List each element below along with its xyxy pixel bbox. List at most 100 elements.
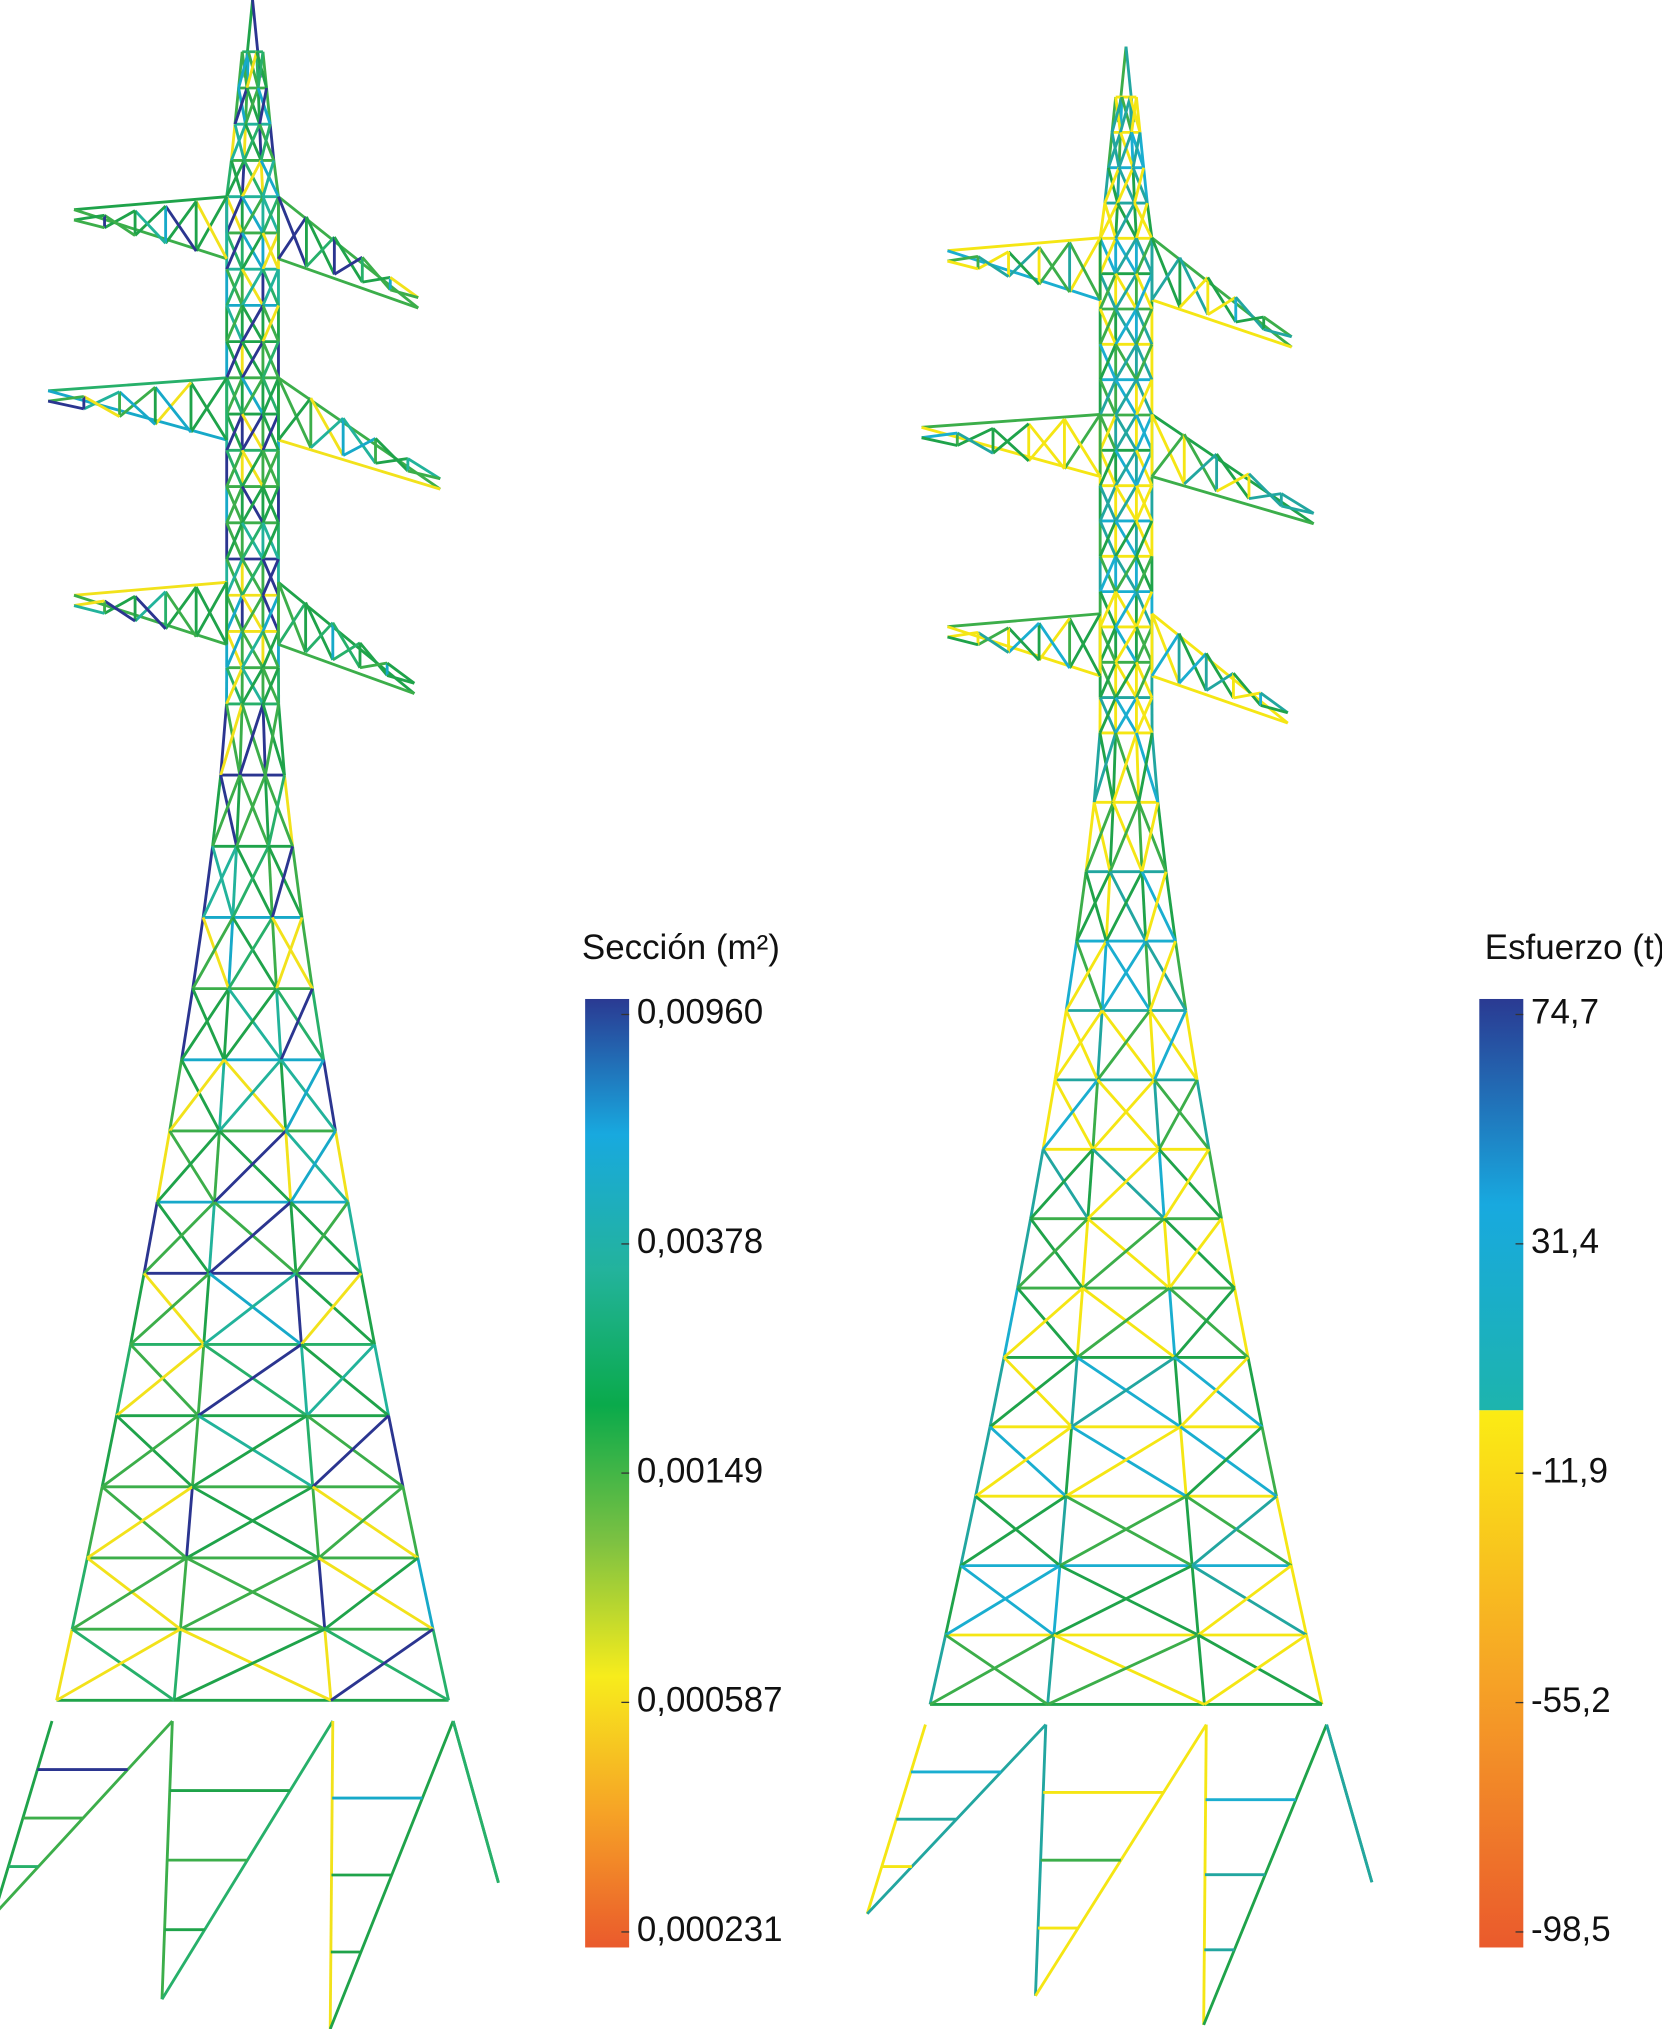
tower-member xyxy=(977,250,1010,271)
tower-member xyxy=(1135,202,1149,239)
tower-member xyxy=(1150,256,1182,301)
tower-member xyxy=(294,1273,303,1345)
tower-member xyxy=(311,1414,390,1488)
tower-member xyxy=(83,395,121,418)
tower-member xyxy=(1150,237,1182,308)
tower-member xyxy=(240,377,265,415)
tower-member xyxy=(1084,801,1115,873)
tower-member xyxy=(1034,1724,1048,1996)
tower-member xyxy=(1016,1217,1089,1290)
tower-member xyxy=(261,268,280,306)
tower-member xyxy=(1081,1286,1176,1359)
tower-member xyxy=(387,1415,405,1488)
tower-member xyxy=(225,159,246,198)
tower-member xyxy=(277,703,286,776)
tower-member xyxy=(178,1557,188,1630)
tower-member xyxy=(1037,622,1071,669)
tower-member xyxy=(142,1201,159,1274)
tower-member xyxy=(1064,940,1079,1011)
tower-member xyxy=(1107,131,1122,169)
tower-member xyxy=(1096,1078,1161,1151)
tower-member xyxy=(1104,871,1112,942)
tower-member xyxy=(261,304,280,343)
tower-member xyxy=(267,845,304,919)
tower-member xyxy=(225,485,244,524)
tower-member xyxy=(207,1202,216,1274)
tower-member xyxy=(1207,1149,1223,1219)
tower-member xyxy=(180,987,230,1061)
tower-member xyxy=(359,1273,376,1345)
tower-member xyxy=(944,1564,1061,1637)
tower-member xyxy=(306,1414,404,1488)
tower-member xyxy=(1135,485,1154,522)
tower-member xyxy=(1150,632,1181,677)
tower-member xyxy=(261,558,280,596)
tower-member xyxy=(1114,202,1119,239)
tower-member xyxy=(164,205,198,252)
tower-member xyxy=(190,1415,200,1487)
tower-member xyxy=(1248,492,1282,501)
tower-member xyxy=(1053,1633,1206,1706)
tower-member xyxy=(1135,591,1154,628)
tower-member xyxy=(202,1273,211,1345)
tower-member xyxy=(311,1485,419,1560)
tower-member xyxy=(1151,298,1293,349)
tower-member xyxy=(85,1486,104,1559)
tower-member xyxy=(1029,1149,1045,1219)
tower-member xyxy=(115,1344,132,1416)
tower-member xyxy=(1070,1425,1187,1498)
tower-member xyxy=(1098,343,1117,381)
tower-member xyxy=(1098,449,1117,487)
tower-member xyxy=(267,846,274,918)
tower-member xyxy=(225,522,244,560)
tower-member xyxy=(1185,1425,1264,1498)
tower-member xyxy=(1246,1357,1264,1428)
tower-member xyxy=(1135,661,1154,699)
tower-member xyxy=(1114,414,1138,452)
tower-member xyxy=(1105,871,1144,942)
tower-member xyxy=(291,846,304,918)
tower-member xyxy=(300,917,314,989)
tower-member xyxy=(1197,1564,1293,1637)
tower-member xyxy=(921,412,1101,429)
tower-member xyxy=(277,376,442,491)
tower-member xyxy=(208,1272,303,1346)
tower-member xyxy=(1098,555,1117,593)
colorbar-tick-label: 0,000231 xyxy=(637,1910,783,1949)
tower-member xyxy=(1114,272,1138,310)
tower-member xyxy=(231,916,278,990)
tower-member xyxy=(977,626,1010,647)
tower-member xyxy=(222,988,231,1060)
tower-member xyxy=(270,917,278,989)
tower-member xyxy=(1191,1564,1308,1637)
tower-member xyxy=(431,1628,450,1701)
tower-member xyxy=(1081,1217,1166,1290)
tower-member xyxy=(407,457,441,480)
tower-member xyxy=(334,1130,350,1203)
tower-member xyxy=(1027,422,1066,470)
tower-member xyxy=(261,667,280,705)
tower-member xyxy=(185,1485,314,1560)
tower-member xyxy=(225,630,244,669)
tower-member xyxy=(1178,652,1208,685)
tower-member xyxy=(317,1557,327,1630)
tower-member xyxy=(223,1058,287,1132)
tower-member xyxy=(73,599,105,608)
tower-member xyxy=(1233,1287,1250,1358)
tower-member xyxy=(277,216,308,260)
tower-member xyxy=(299,1344,309,1416)
tower-member xyxy=(1114,202,1136,240)
tower-member xyxy=(1092,732,1102,803)
tower-member xyxy=(225,196,244,234)
tower-member xyxy=(1135,626,1154,663)
tower-member xyxy=(1178,276,1209,309)
tower-member xyxy=(1151,674,1289,725)
tower-member xyxy=(261,522,280,560)
tower-member xyxy=(317,1556,434,1631)
tower-member xyxy=(261,196,280,234)
tower-member xyxy=(227,916,274,990)
tower-member xyxy=(268,124,276,161)
tower-member xyxy=(225,703,242,776)
tower-member xyxy=(1068,617,1102,677)
tower-member xyxy=(1086,1148,1161,1220)
